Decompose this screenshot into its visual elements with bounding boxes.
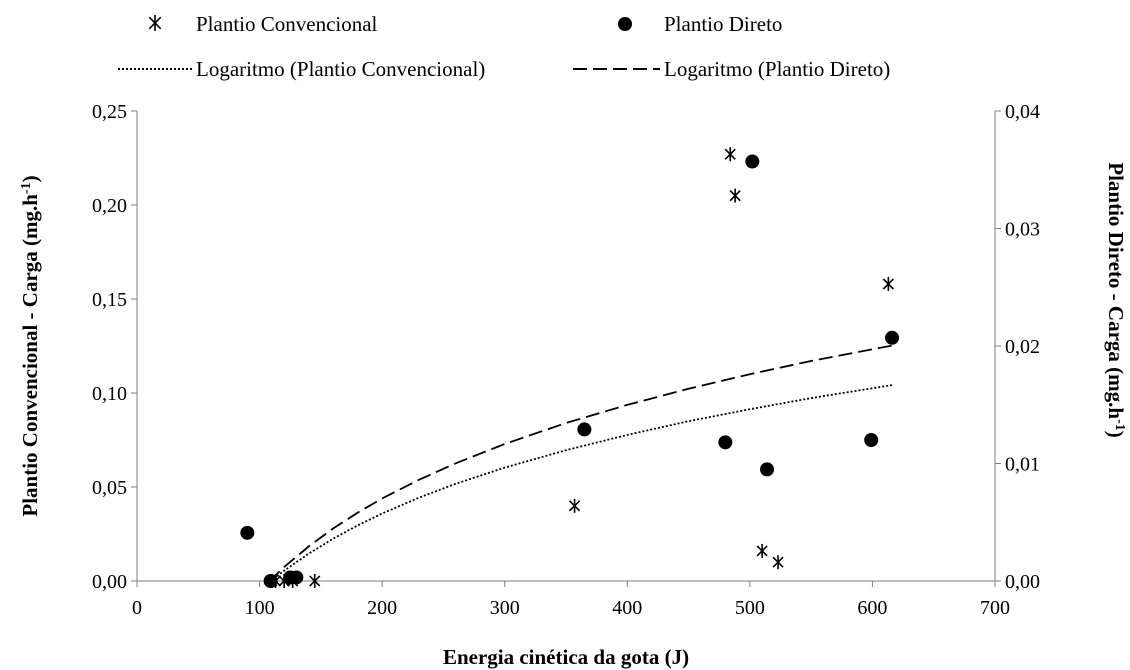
asterisk-icon xyxy=(148,15,162,31)
x-tick-label: 200 xyxy=(367,597,397,619)
right-y-tick-label: 0,02 xyxy=(1005,336,1040,358)
left-y-tick-label: 0,25 xyxy=(92,101,127,123)
legend-label-logaritmo-direto: Logaritmo (Plantio Direto) xyxy=(664,57,890,81)
asterisk-point xyxy=(568,498,581,513)
asterisk-point xyxy=(729,188,741,203)
legend-item-logaritmo-convencional: Logaritmo (Plantio Convencional) xyxy=(118,57,485,81)
right-y-axis-title-main: Plantio Direto - Carga (mg.h xyxy=(1104,162,1128,419)
left-y-tick-label: 0,10 xyxy=(92,383,127,405)
right-y-tick-label: 0,04 xyxy=(1005,101,1040,123)
trendline-direto xyxy=(268,344,893,582)
trendlines xyxy=(268,344,893,582)
legend-item-plantio-direto: Plantio Direto xyxy=(618,12,782,36)
asterisk-point xyxy=(724,147,736,162)
x-tick-label: 100 xyxy=(245,597,275,619)
legend-item-plantio-convencional: Plantio Convencional xyxy=(148,12,378,36)
asterisk-icon-shape xyxy=(148,15,162,31)
x-tick-label: 400 xyxy=(612,597,642,619)
left-y-axis-title: Plantio Convencional - Carga (mg.h-1) xyxy=(18,175,42,516)
circle-point xyxy=(577,422,592,437)
left-y-tick-label: 0,20 xyxy=(92,195,127,217)
right-y-axis-title-sup: -1 xyxy=(1112,419,1127,431)
left-y-axis-title-main: Plantio Convencional - Carga (mg.h xyxy=(18,194,42,517)
legend-label-logaritmo-convencional: Logaritmo (Plantio Convencional) xyxy=(196,57,485,81)
axes: 0 100 200 300 400 500 600 700 0,00 0,05 0,10 0,15 0,… xyxy=(92,101,1040,619)
left-y-tick-label: 0,00 xyxy=(92,571,127,593)
right-y-tick-label: 0,00 xyxy=(1005,571,1040,593)
circle-point xyxy=(289,570,304,585)
x-axis-title: Energia cinética da gota (J) xyxy=(443,645,689,669)
legend-label-plantio-convencional: Plantio Convencional xyxy=(196,12,378,36)
circle-point xyxy=(745,154,760,169)
circle-point xyxy=(263,574,278,588)
left-y-axis-title-tail: ) xyxy=(18,175,42,182)
circle-icon-shape xyxy=(618,17,632,31)
left-y-tick-label: 0,15 xyxy=(92,289,127,311)
x-tick-label: 0 xyxy=(132,597,142,619)
legend-label-plantio-direto: Plantio Direto xyxy=(664,12,782,36)
left-y-axis-title-sup: -1 xyxy=(19,182,34,194)
x-tick-label: 300 xyxy=(490,597,520,619)
asterisk-point xyxy=(772,555,784,570)
right-y-axis-title: Plantio Direto - Carga (mg.h-1) xyxy=(1104,162,1128,438)
circle-point xyxy=(760,462,775,477)
legend: Plantio Convencional Plantio Direto Loga… xyxy=(118,12,890,81)
circle-point xyxy=(718,435,733,450)
x-tick-label: 600 xyxy=(857,597,887,619)
right-y-tick-label: 0,03 xyxy=(1005,219,1040,241)
asterisk-point xyxy=(882,276,894,291)
right-y-tick-label: 0,01 xyxy=(1005,454,1040,476)
legend-item-logaritmo-direto: Logaritmo (Plantio Direto) xyxy=(573,57,890,81)
circle-icon xyxy=(618,17,632,31)
asterisk-point xyxy=(756,543,768,558)
circle-point xyxy=(864,433,879,447)
trendline-convencional xyxy=(270,384,893,582)
data-points xyxy=(240,147,900,588)
right-y-axis-title-tail: ) xyxy=(1104,431,1128,438)
circle-point xyxy=(240,525,255,540)
x-tick-label: 700 xyxy=(980,597,1010,619)
x-tick-label: 500 xyxy=(735,597,765,619)
asterisk-point xyxy=(309,574,321,588)
left-y-tick-label: 0,05 xyxy=(92,477,127,499)
circle-point xyxy=(885,330,900,345)
